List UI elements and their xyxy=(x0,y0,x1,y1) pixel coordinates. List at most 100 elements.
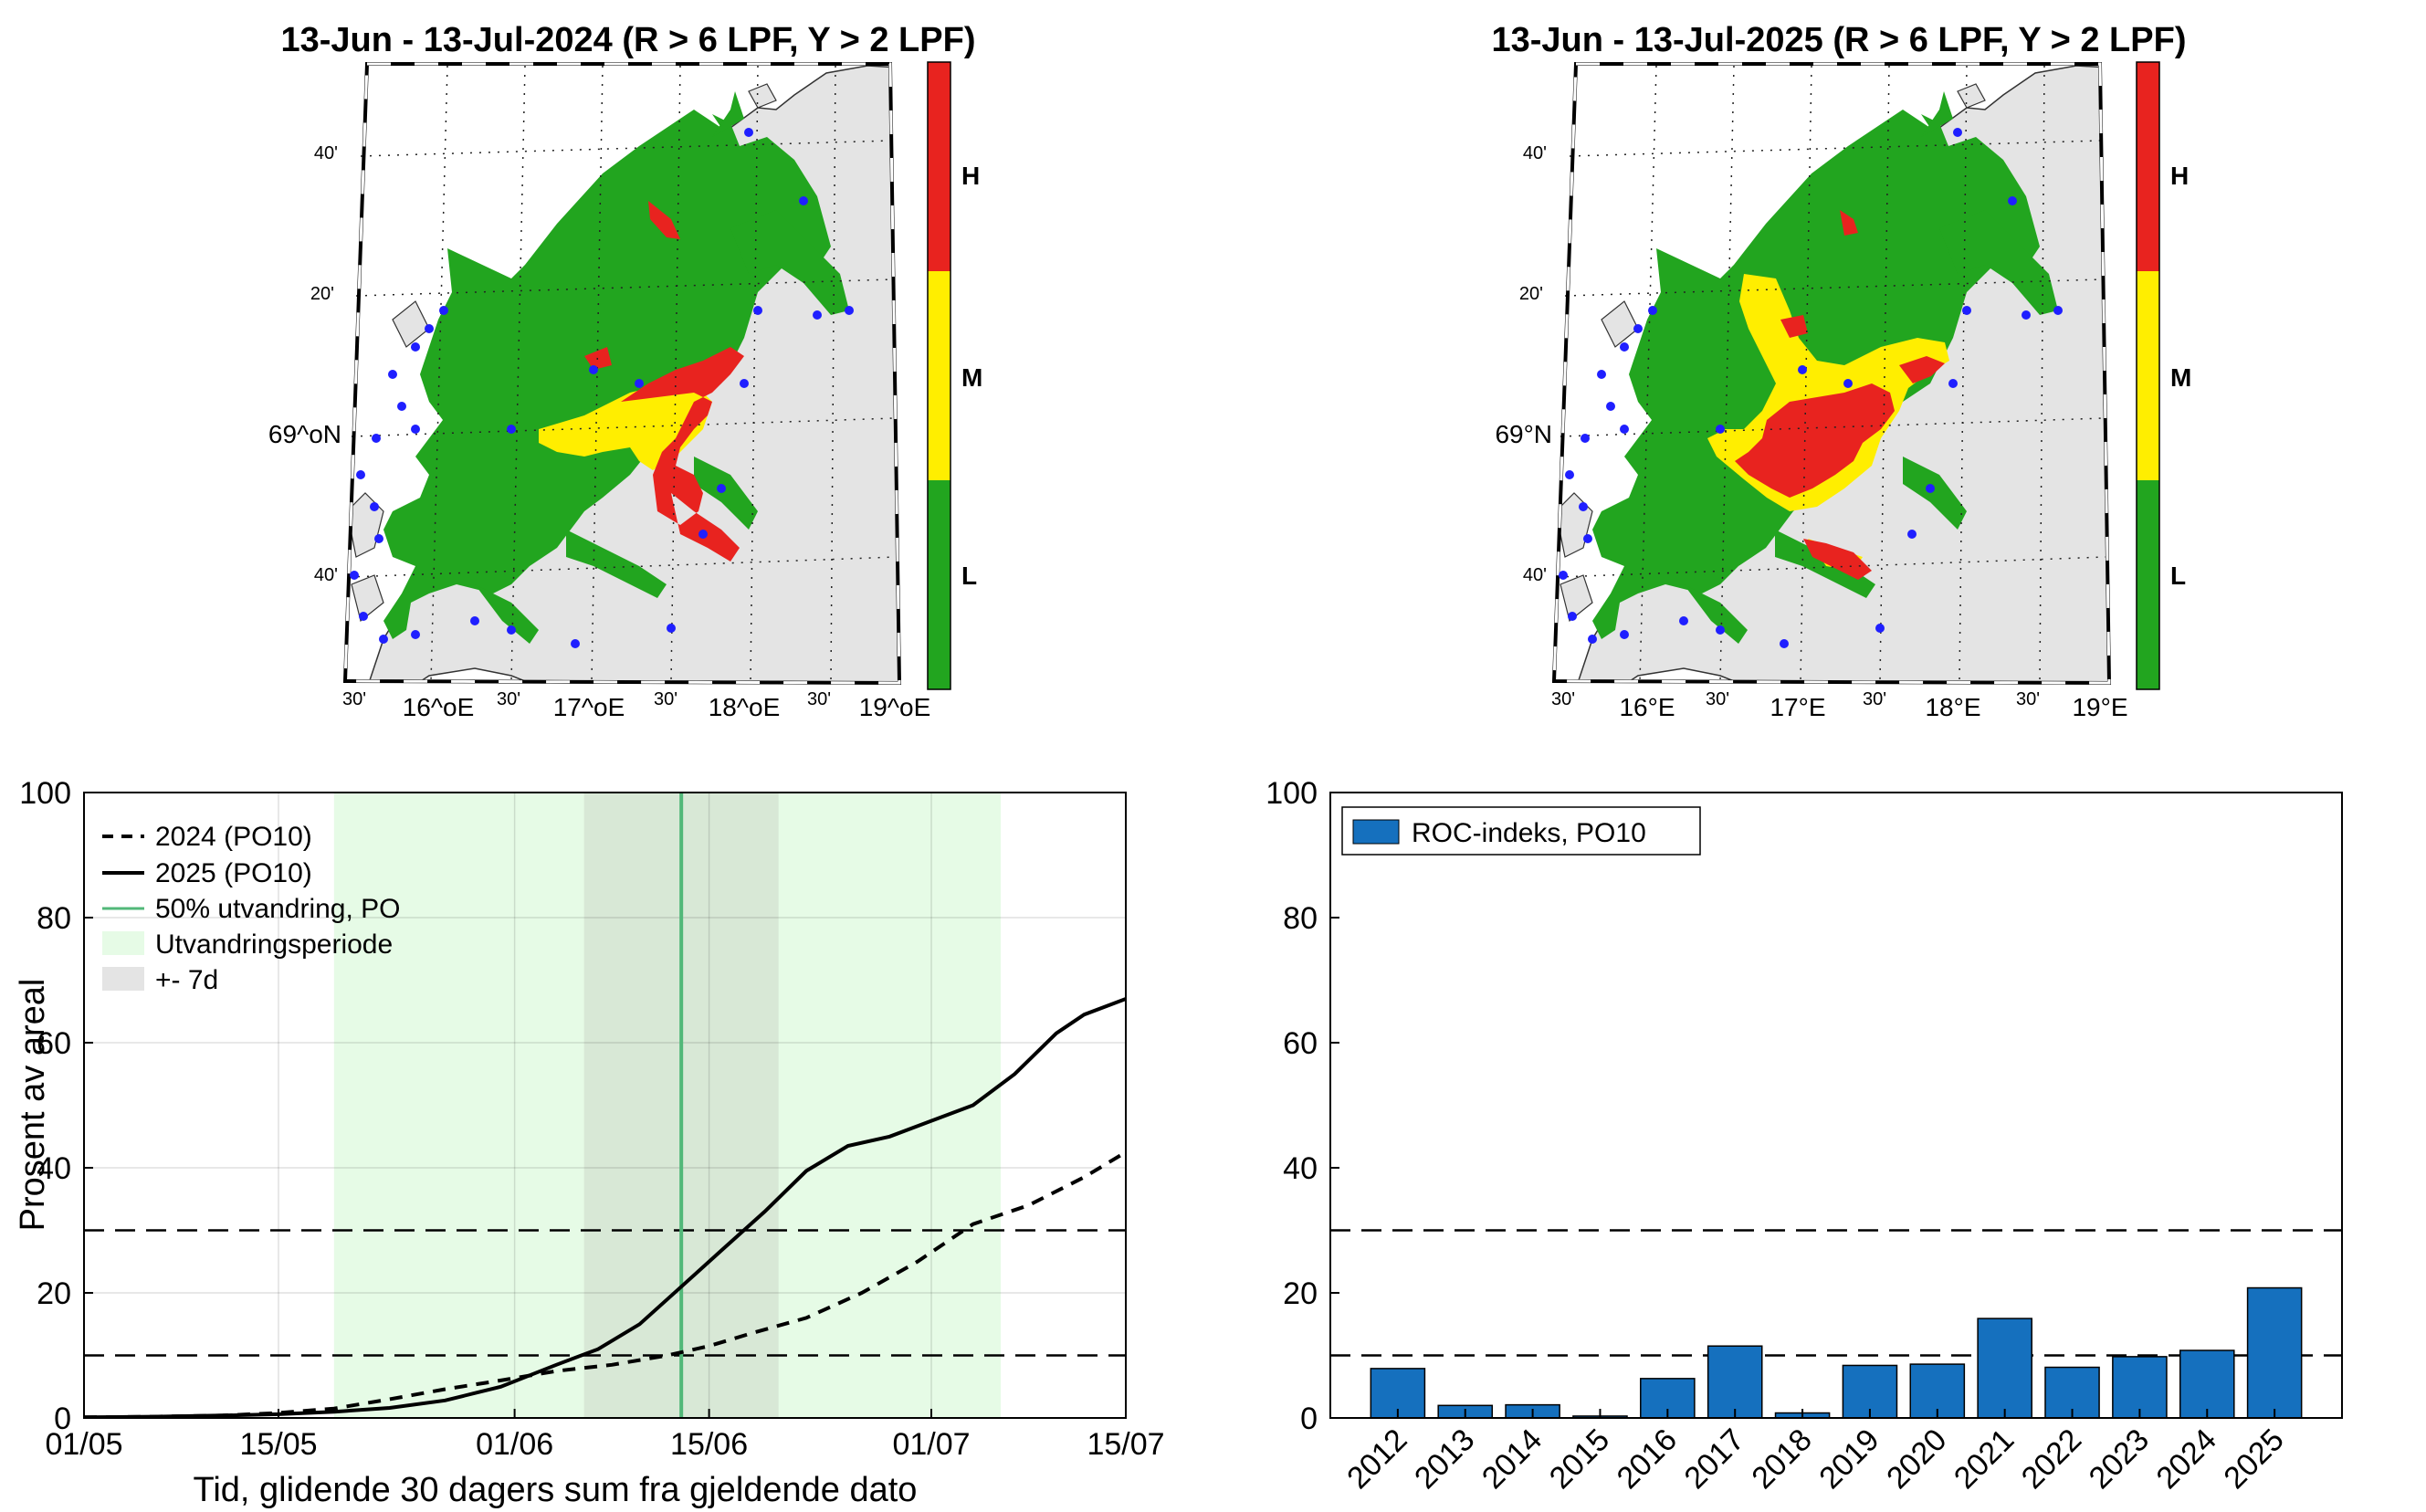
colorbar-medium xyxy=(2137,271,2159,480)
colorbar-label-medium: M xyxy=(961,363,982,392)
y-tick-label: 0 xyxy=(54,1402,71,1436)
lat-label: 40' xyxy=(314,143,338,163)
low-zone xyxy=(383,110,831,639)
lon-label: 30' xyxy=(1551,689,1575,709)
map-title: 13-Jun - 13-Jul-2024 (R > 6 LPF, Y > 2 L… xyxy=(281,21,976,59)
legend-swatch-period xyxy=(102,931,144,955)
colorbar: H M L xyxy=(2136,61,2191,690)
colorbar-medium xyxy=(928,271,950,480)
bar-2017 xyxy=(1707,1345,1763,1419)
y-tick-label: 60 xyxy=(1283,1026,1318,1061)
plot-frame xyxy=(1329,792,2343,1419)
x-tick-label: 2017 xyxy=(1678,1423,1751,1496)
bar-2020 xyxy=(1909,1363,1966,1419)
x-tick-label: 2015 xyxy=(1543,1423,1616,1496)
plot-background xyxy=(1330,793,2342,1418)
lat-label: 20' xyxy=(310,284,334,304)
station-dots xyxy=(350,128,854,648)
lon-label: 19°E xyxy=(2072,693,2127,721)
bar-2024 xyxy=(2179,1349,2235,1419)
lon-label: 30' xyxy=(2016,689,2040,709)
map-frame-dashes xyxy=(343,62,901,685)
x-tick-label: 15/05 xyxy=(239,1427,317,1462)
legend-label-2025: 2025 (PO10) xyxy=(155,858,312,888)
legend-label-roc: ROC-indeks, PO10 xyxy=(1412,818,1646,848)
x-tick-label: 01/06 xyxy=(476,1427,553,1462)
y-tick-label: 60 xyxy=(37,1026,71,1061)
lat-label: 69°N xyxy=(1495,420,1552,448)
bar-2023 xyxy=(2112,1356,2168,1419)
colorbar-low xyxy=(2137,480,2159,689)
lon-label: 16°E xyxy=(1619,693,1675,721)
lon-label: 30' xyxy=(342,689,366,709)
legend-swatch-pm7d xyxy=(102,967,144,991)
x-tick-label: 2019 xyxy=(1812,1423,1885,1496)
lon-label: 17^oE xyxy=(553,693,625,721)
colorbar-label-high: H xyxy=(961,162,980,190)
low-zone-fjords xyxy=(475,91,849,644)
map-title: 13-Jun - 13-Jul-2025 (R > 6 LPF, Y > 2 L… xyxy=(1492,21,2187,59)
x-tick-label: 2024 xyxy=(2150,1423,2223,1496)
x-tick-label: 2021 xyxy=(1948,1423,2021,1496)
map-graticule xyxy=(348,65,898,682)
map-frame-dashes xyxy=(1552,62,2111,685)
y-tick-label: 100 xyxy=(1266,776,1318,811)
x-tick-label: 01/07 xyxy=(892,1427,970,1462)
x-tick-label: 2012 xyxy=(1340,1423,1413,1496)
legend-box xyxy=(1341,806,1701,856)
colorbar: H M L xyxy=(927,61,982,690)
station-dots xyxy=(1559,128,2063,648)
x-tick-label: 2020 xyxy=(1880,1423,1953,1496)
colorbar-high xyxy=(2137,62,2159,271)
legend: 2024 (PO10) 2025 (PO10) 50% utvandring, … xyxy=(102,822,401,995)
y-tick-label: 20 xyxy=(37,1276,71,1311)
lat-label: 40' xyxy=(1523,565,1547,585)
x-tick-label: 2016 xyxy=(1611,1423,1684,1496)
y-tick-label: 100 xyxy=(19,776,71,811)
x-tick-label: 01/05 xyxy=(45,1427,122,1462)
legend-label-pm7d: +- 7d xyxy=(155,965,218,995)
line-chart: 0 20 40 60 80 100 01/05 15/05 01/06 15/06 01/07 15… xyxy=(14,776,1165,1509)
lat-label: 40' xyxy=(1523,143,1547,163)
lon-label: 30' xyxy=(1706,689,1729,709)
colorbar-label-medium: M xyxy=(2170,363,2191,392)
y-tick-label: 80 xyxy=(1283,901,1318,936)
colorbar-frame xyxy=(2136,61,2160,690)
coast-islands xyxy=(1555,83,1986,623)
colorbar-label-low: L xyxy=(961,562,977,590)
colorbar-low xyxy=(928,480,950,689)
colorbar-label-low: L xyxy=(2170,562,2186,590)
bar-2025 xyxy=(2246,1286,2303,1419)
lon-label: 16^oE xyxy=(403,693,475,721)
x-tick-label: 2023 xyxy=(2083,1423,2156,1496)
lon-label: 30' xyxy=(1863,689,1886,709)
lon-label: 17°E xyxy=(1770,693,1825,721)
x-tick-label: 2022 xyxy=(2015,1423,2088,1496)
high-zone xyxy=(1735,210,1945,580)
colorbar-high xyxy=(928,62,950,271)
lon-label: 19^oE xyxy=(859,693,931,721)
lat-label: 20' xyxy=(1519,284,1543,304)
legend-label-2024: 2024 (PO10) xyxy=(155,822,312,852)
plot-frame xyxy=(83,792,1127,1419)
lon-label: 30' xyxy=(807,689,831,709)
high-zone xyxy=(584,201,744,562)
x-tick-label: 2018 xyxy=(1745,1423,1818,1496)
legend-label-period: Utvandringsperiode xyxy=(155,929,393,960)
lat-label: 40' xyxy=(314,565,338,585)
bar-2021 xyxy=(1977,1318,2032,1419)
x-tick-label: 15/06 xyxy=(670,1427,748,1462)
low-zone-fjords xyxy=(1684,91,2058,644)
lon-label: 18°E xyxy=(1925,693,1980,721)
map-graticule xyxy=(1557,65,2106,682)
map-panel-2024: 13-Jun - 13-Jul-2024 (R > 6 LPF, Y > 2 L… xyxy=(268,21,982,721)
legend-label-50pct: 50% utvandring, PO xyxy=(155,894,401,924)
series-line-2025 xyxy=(84,997,1126,1418)
legend-swatch-roc xyxy=(1352,819,1400,845)
lat-label: 69^oN xyxy=(268,420,341,448)
y-tick-label: 20 xyxy=(1283,1276,1318,1311)
x-tick-label: 2014 xyxy=(1476,1423,1549,1496)
y-tick-label: 0 xyxy=(1300,1402,1318,1436)
